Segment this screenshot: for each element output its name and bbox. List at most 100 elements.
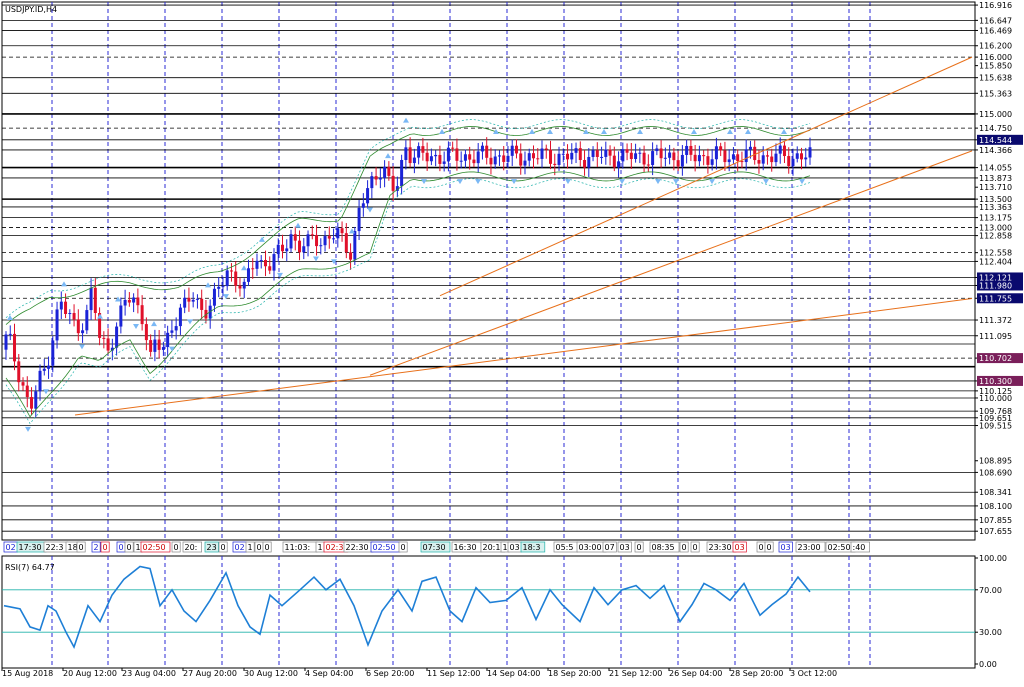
price-tick-label: 111.372 <box>979 316 1012 325</box>
candle-body <box>553 163 557 165</box>
candle-body <box>770 156 774 163</box>
fractal-marker <box>547 128 553 134</box>
price-tick-label: 108.690 <box>979 468 1012 477</box>
candle-body <box>583 160 587 168</box>
event-label: 02:50 <box>143 543 166 552</box>
candle-body <box>259 260 263 262</box>
event-box <box>617 541 632 553</box>
price-tick-label: 114.055 <box>979 164 1012 173</box>
candle-body <box>421 146 425 153</box>
candle-body <box>765 155 769 157</box>
price-tick-label: 108.341 <box>979 488 1012 497</box>
event-label: 02 <box>235 543 245 552</box>
candle-body <box>621 149 625 162</box>
candle-body <box>302 246 306 253</box>
candle-body <box>566 153 570 160</box>
candle-body <box>332 238 336 240</box>
candle-body <box>221 286 225 288</box>
candle-body <box>655 148 659 152</box>
candle-body <box>604 149 608 157</box>
price-tick-label: 108.895 <box>979 457 1012 466</box>
rsi-panel <box>1 555 976 669</box>
candle-body <box>570 152 574 160</box>
fractal-marker <box>727 128 733 134</box>
event-label: 11:03: <box>285 543 311 552</box>
event-label: 03 <box>510 543 520 552</box>
fractal-marker <box>277 272 283 278</box>
event-box <box>679 541 689 553</box>
rsi-tick-label: 70.00 <box>979 586 1002 595</box>
candle-body <box>98 312 102 338</box>
event-label: 03 <box>781 543 791 552</box>
candle-body <box>323 236 327 246</box>
price-tick-label: 113.710 <box>979 183 1012 192</box>
event-label: 1 <box>503 543 508 552</box>
time-tick-label: 27 Aug 20:00 <box>183 669 237 678</box>
price-tick-label: 114.750 <box>979 124 1012 133</box>
candle-body <box>229 270 233 272</box>
price-tick-label: 108.100 <box>979 502 1012 511</box>
candle-body <box>178 307 182 327</box>
candle-body <box>340 228 344 234</box>
event-label: 0 <box>637 543 642 552</box>
candle-body <box>85 310 89 331</box>
candle-body <box>21 382 25 386</box>
candle-body <box>361 203 365 208</box>
candle-body <box>451 147 455 149</box>
price-tick-label: 115.363 <box>979 89 1012 98</box>
candle-body <box>693 154 697 162</box>
event-box <box>602 541 617 553</box>
price-tick-label: 116.200 <box>979 42 1012 51</box>
candle-body <box>306 234 310 247</box>
fractal-marker <box>403 117 409 123</box>
time-tick-label: 14 Sep 04:00 <box>487 669 540 678</box>
price-tick-label: 109.651 <box>979 414 1012 423</box>
candle-body <box>425 152 429 162</box>
candle-body <box>561 153 565 155</box>
candle-body <box>489 157 493 165</box>
candle-body <box>378 177 382 180</box>
event-label: 08:35 <box>652 543 675 552</box>
event-label: 07:30 <box>423 543 446 552</box>
event-box <box>795 541 826 553</box>
candle-body <box>549 149 553 164</box>
price-tick-label: 115.638 <box>979 74 1012 83</box>
candle-body <box>672 152 676 161</box>
event-label: 20: <box>185 543 198 552</box>
price-highlight-label: 110.702 <box>979 354 1012 363</box>
candle-body <box>723 150 727 163</box>
event-box <box>204 541 219 553</box>
fractal-marker <box>601 128 607 134</box>
price-panel-frame <box>1 1 976 541</box>
candle-body <box>59 301 63 310</box>
candle-body <box>506 155 510 162</box>
candle-body <box>123 299 127 306</box>
fractal-marker <box>151 321 157 327</box>
fractal-marker <box>439 128 445 134</box>
event-label: 0 <box>119 543 124 552</box>
candle-body <box>391 175 395 191</box>
event-label: 22:3 <box>46 543 64 552</box>
candle-body <box>225 270 229 287</box>
fractal-marker <box>97 313 103 319</box>
candle-body <box>55 309 59 341</box>
candle-body <box>93 287 97 313</box>
candle-body <box>417 146 421 158</box>
event-label: 17:30 <box>19 543 42 552</box>
event-label: 0 <box>767 543 772 552</box>
event-label: 03 <box>620 543 630 552</box>
candle-body <box>608 149 612 156</box>
price-tick-label: 113.175 <box>979 214 1012 223</box>
event-label: 07 <box>605 543 615 552</box>
candle-body <box>366 188 370 204</box>
price-tick-label: 111.095 <box>979 332 1012 341</box>
fractal-marker <box>25 426 31 432</box>
candle-body <box>170 330 174 333</box>
event-label: 02:50 <box>828 543 851 552</box>
candle-body <box>281 244 285 252</box>
band-upper <box>5 126 811 325</box>
candle-body <box>374 176 378 180</box>
event-label: 03 <box>735 543 745 552</box>
price-highlight-label: 110.300 <box>979 377 1012 386</box>
candle-body <box>327 236 331 239</box>
